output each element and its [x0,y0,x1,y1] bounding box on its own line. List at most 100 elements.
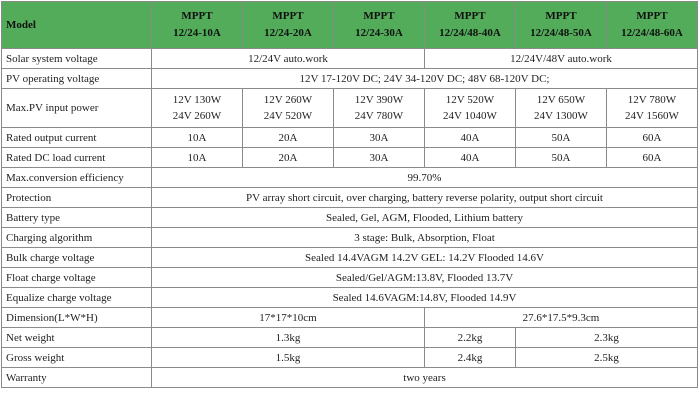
cell-line: 12V 650W [536,94,586,106]
spec-cell: 12V 390W 24V 780W [333,88,425,128]
cell-line: MPPT [454,10,486,22]
model-header: MPPT 12/24/48-60A [606,1,698,49]
row-label: Protection [1,187,152,208]
spec-cell: 50A [515,147,607,168]
cell-line: 12V 130W [172,94,222,106]
spec-cell: 10A [151,127,243,148]
cell-line: 12/24/48-40A [439,27,501,39]
spec-cell: 60A [606,127,698,148]
cell-line: MPPT [636,10,668,22]
spec-cell: Sealed, Gel, AGM, Flooded, Lithium batte… [151,207,698,228]
cell-line: 12V 260W [263,94,313,106]
spec-body: Model MPPT 12/24-10A MPPT 12/24-20A MPPT 12/24… [1,1,698,388]
row-label: Gross weight [1,347,152,368]
spec-row: Protection PV array short circuit, over c… [1,187,698,208]
model-header: MPPT 12/24-30A [333,1,425,49]
cell-line: MPPT [181,10,213,22]
spec-table: Model MPPT 12/24-10A MPPT 12/24-20A MPPT 12/24… [1,1,698,388]
spec-row: Float charge voltage Sealed/Gel/AGM:13.8V… [1,267,698,288]
cell-line: 24V 260W [172,110,222,122]
spec-cell: 3 stage: Bulk, Absorption, Float [151,227,698,248]
cell-line: MPPT [545,10,577,22]
spec-cell: 12V 650W 24V 1300W [515,88,607,128]
spec-cell: Sealed 14.6VAGM:14.8V, Flooded 14.9V [151,287,698,308]
spec-cell: 99.70% [151,167,698,188]
spec-cell: 10A [151,147,243,168]
spec-row: Equalize charge voltage Sealed 14.6VAGM:1… [1,287,698,308]
row-label: Rated output current [1,127,152,148]
cell-line: 24V 520W [263,110,313,122]
row-label: PV operating voltage [1,68,152,89]
spec-row: Dimension(L*W*H) 17*17*10cm 27.6*17.5*9.3c… [1,307,698,328]
cell-line: 12/24-10A [173,27,221,39]
cell-line: MPPT [363,10,395,22]
spec-cell: two years [151,367,698,388]
spec-row: PV operating voltage 12V 17-120V DC; 24V … [1,68,698,89]
spec-cell: 30A [333,147,425,168]
spec-row: Charging algorithm 3 stage: Bulk, Absorpt… [1,227,698,248]
spec-cell: 12V 17-120V DC; 24V 34-120V DC; 48V 68-1… [151,68,698,89]
row-label: Max.conversion efficiency [1,167,152,188]
spec-cell: 2.4kg [424,347,516,368]
row-label: Warranty [1,367,152,388]
spec-row: Warranty two years [1,367,698,388]
spec-row: Gross weight 1.5kg 2.4kg 2.5kg [1,347,698,368]
cell-line: 24V 1560W [625,110,679,122]
spec-cell: 30A [333,127,425,148]
row-label: Charging algorithm [1,227,152,248]
cell-line: 12/24-20A [264,27,312,39]
row-label: Equalize charge voltage [1,287,152,308]
cell-line: 12V 520W [445,94,495,106]
model-header: MPPT 12/24-20A [242,1,334,49]
spec-cell: 12/24V auto.work [151,48,425,69]
spec-cell: 12V 780W 24V 1560W [606,88,698,128]
spec-cell: 12V 520W 24V 1040W [424,88,516,128]
spec-cell: 40A [424,127,516,148]
cell-line: 12V 390W [354,94,404,106]
spec-row: Rated DC load current 10A 20A 30A 40A 50A 60A [1,147,698,168]
spec-cell: 60A [606,147,698,168]
cell-line: 12/24-30A [355,27,403,39]
spec-row: Max.PV input power 12V 130W 24V 260W 12V 26… [1,88,698,128]
spec-cell: 2.2kg [424,327,516,348]
row-label: Net weight [1,327,152,348]
spec-cell: 27.6*17.5*9.3cm [424,307,698,328]
spec-row: Battery type Sealed, Gel, AGM, Flooded, L… [1,207,698,228]
spec-row: Net weight 1.3kg 2.2kg 2.3kg [1,327,698,348]
cell-line: 24V 1300W [534,110,588,122]
spec-cell: 40A [424,147,516,168]
row-label: Max.PV input power [1,88,152,128]
spec-cell: 12V 130W 24V 260W [151,88,243,128]
row-label: Solar system voltage [1,48,152,69]
spec-cell: 1.5kg [151,347,425,368]
row-label: Battery type [1,207,152,228]
spec-cell: 12/24V/48V auto.work [424,48,698,69]
spec-cell: 2.3kg [515,327,698,348]
spec-cell: PV array short circuit, over charging, b… [151,187,698,208]
spec-cell: Sealed 14.4VAGM 14.2V GEL: 14.2V Flooded… [151,247,698,268]
spec-cell: 20A [242,147,334,168]
cell-line: MPPT [272,10,304,22]
cell-line: 12/24/48-60A [621,27,683,39]
cell-line: 12V 780W [627,94,677,106]
row-label: Float charge voltage [1,267,152,288]
spec-cell: 1.3kg [151,327,425,348]
spec-cell: 17*17*10cm [151,307,425,328]
spec-cell: 2.5kg [515,347,698,368]
spec-row: Bulk charge voltage Sealed 14.4VAGM 14.2V… [1,247,698,268]
row-label: Rated DC load current [1,147,152,168]
row-label: Dimension(L*W*H) [1,307,152,328]
row-label: Bulk charge voltage [1,247,152,268]
spec-cell: 20A [242,127,334,148]
cell-line: 24V 1040W [443,110,497,122]
spec-row: Max.conversion efficiency 99.70% [1,167,698,188]
spec-row: Solar system voltage 12/24V auto.work 12/2… [1,48,698,69]
spec-cell: Sealed/Gel/AGM:13.8V, Flooded 13.7V [151,267,698,288]
header-row: Model MPPT 12/24-10A MPPT 12/24-20A MPPT 12/24… [1,1,698,49]
model-header: MPPT 12/24/48-50A [515,1,607,49]
cell-line: 12/24/48-50A [530,27,592,39]
cell-line: 24V 780W [354,110,404,122]
model-header: MPPT 12/24/48-40A [424,1,516,49]
spec-cell: 50A [515,127,607,148]
